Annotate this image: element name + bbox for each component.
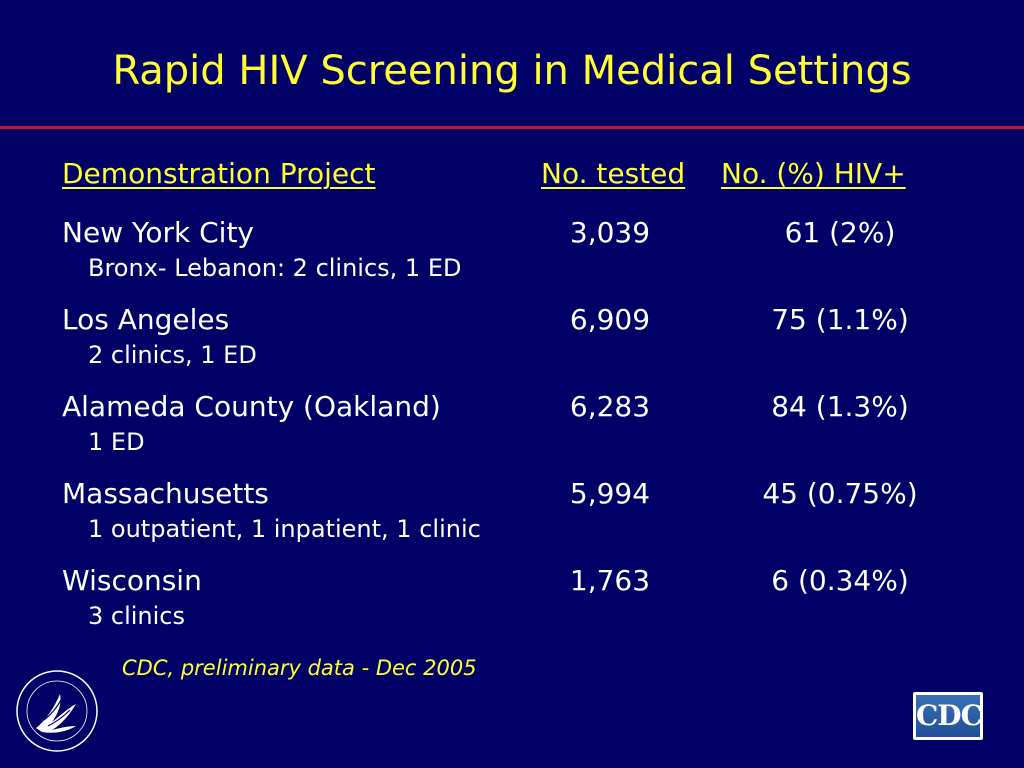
tested-count: 6,909 [569,303,651,336]
project-name: New York City [62,216,254,249]
tested-count: 1,763 [569,564,651,597]
tested-count: 6,283 [569,390,651,423]
project-detail: 1 outpatient, 1 inpatient, 1 clinic [88,515,481,543]
project-detail: Bronx- Lebanon: 2 clinics, 1 ED [88,254,462,282]
hhs-eagle-seal-icon [16,670,98,752]
source-note: CDC, preliminary data - Dec 2005 [122,656,477,680]
header-hiv-positive: No. (%) HIV+ [721,157,906,190]
hiv-positive-count: 45 (0.75%) [762,477,918,510]
project-name: Wisconsin [62,564,202,597]
hiv-positive-count: 6 (0.34%) [771,564,909,597]
tested-count: 3,039 [569,216,651,249]
project-detail: 3 clinics [88,602,186,630]
table-row: Massachusetts 1 outpatient, 1 inpatient,… [0,477,1024,557]
table-row: Alameda County (Oakland) 1 ED 6,283 84 (… [0,390,1024,470]
cdc-logo: CDC [913,692,983,740]
table-row: Wisconsin 3 clinics 1,763 6 (0.34%) [0,564,1024,644]
project-name: Alameda County (Oakland) [62,390,441,423]
project-detail: 1 ED [88,428,145,456]
project-detail: 2 clinics, 1 ED [88,341,257,369]
hiv-positive-count: 75 (1.1%) [771,303,909,336]
cdc-logo-text: CDC [916,695,983,737]
table-row: Los Angeles 2 clinics, 1 ED 6,909 75 (1.… [0,303,1024,383]
slide-title: Rapid HIV Screening in Medical Settings [112,48,912,94]
header-demonstration-project: Demonstration Project [62,157,376,190]
hiv-positive-count: 61 (2%) [784,216,896,249]
table-row: New York City Bronx- Lebanon: 2 clinics,… [0,216,1024,296]
project-name: Massachusetts [62,477,269,510]
project-name: Los Angeles [62,303,230,336]
header-no-tested: No. tested [541,157,686,190]
tested-count: 5,994 [569,477,651,510]
title-divider [0,126,1024,129]
hiv-positive-count: 84 (1.3%) [771,390,909,423]
